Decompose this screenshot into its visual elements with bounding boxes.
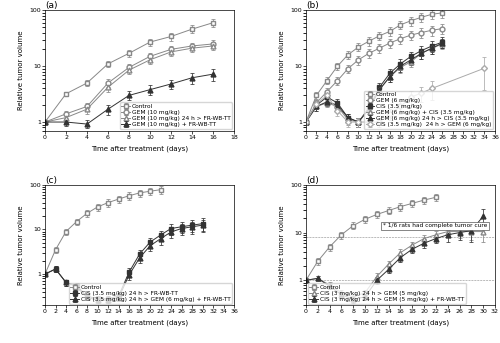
X-axis label: Time after treatment (days): Time after treatment (days) — [91, 145, 188, 152]
Legend: Control, GEM (6 mg/kg), CIS (3.5 mg/kg), GEM (6 mg/kg) + CIS (3.5 mg/kg), GEM (6: Control, GEM (6 mg/kg), CIS (3.5 mg/kg),… — [364, 91, 494, 129]
X-axis label: Time after treatment (days): Time after treatment (days) — [91, 320, 188, 327]
Y-axis label: Relative tumor volume: Relative tumor volume — [18, 31, 24, 110]
Text: (d): (d) — [306, 176, 318, 185]
Legend: Control, CIS (3.5 mg/kg) 24 h > FR-WB-TT, CIS (3.5 mg/kg) 24 h > GEM (6 mg/kg) +: Control, CIS (3.5 mg/kg) 24 h > FR-WB-TT… — [68, 283, 232, 304]
Y-axis label: Relative tumor volume: Relative tumor volume — [278, 31, 284, 110]
X-axis label: Time after treatment (days): Time after treatment (days) — [352, 145, 449, 152]
Y-axis label: Relative tumor volume: Relative tumor volume — [18, 205, 24, 285]
Legend: Control, GEM (10 mg/kg), GEM (10 mg/kg) 24 h > FR-WB-TT, GEM (10 mg/kg) + FR-WB-: Control, GEM (10 mg/kg), GEM (10 mg/kg) … — [120, 103, 232, 129]
X-axis label: Time after treatment (days): Time after treatment (days) — [352, 320, 449, 327]
Text: (b): (b) — [306, 1, 318, 10]
Text: (a): (a) — [45, 1, 58, 10]
Text: * 1/6 rats had complete tumor cure: * 1/6 rats had complete tumor cure — [383, 223, 488, 228]
Text: (c): (c) — [45, 176, 57, 185]
Legend: Control, CIS (3 mg/kg) 24 h > GEM (5 mg/kg), CIS (3 mg/kg) 24 h > GEM (5 mg/kg) : Control, CIS (3 mg/kg) 24 h > GEM (5 mg/… — [308, 283, 466, 304]
Y-axis label: Relative tumor volume: Relative tumor volume — [278, 205, 284, 285]
